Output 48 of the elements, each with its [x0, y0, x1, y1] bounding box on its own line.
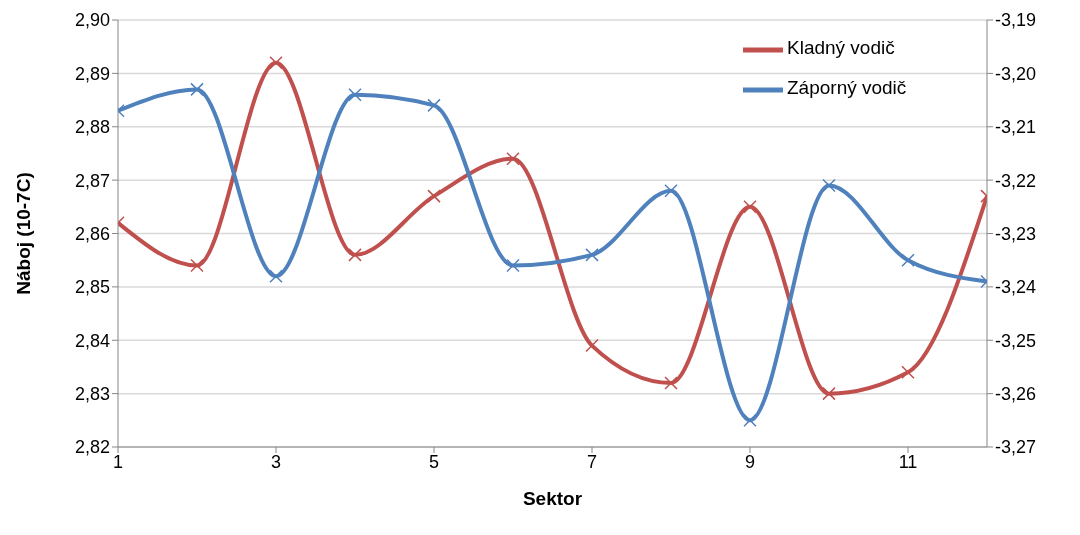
- y-tick-label: 2,88: [74, 117, 110, 138]
- y-tick-label: 2,86: [74, 223, 110, 244]
- x-tick-label: 11: [898, 451, 918, 472]
- x-tick-label: 9: [744, 451, 756, 472]
- y2-tick-label: -3,22: [995, 170, 1037, 191]
- point: [901, 365, 915, 380]
- x-tick-label: 7: [586, 451, 598, 472]
- y-tick-label: 2,83: [74, 384, 110, 405]
- y2-tick-label: -3,20: [995, 63, 1037, 84]
- legend-label: Kladný vodič: [787, 37, 895, 59]
- y-tick-label: 2,85: [74, 277, 110, 298]
- point: [506, 152, 520, 166]
- y2-tick-label: -3,23: [995, 223, 1037, 244]
- y2-tick-label: -3,19: [995, 10, 1037, 31]
- x-axis-title: Sektor: [522, 488, 583, 509]
- point: [269, 269, 283, 283]
- y2-tick-label: -3,27: [995, 437, 1037, 458]
- point: [664, 376, 678, 390]
- y2-tick-label: -3,21: [995, 117, 1037, 138]
- point: [269, 55, 283, 70]
- point: [901, 253, 915, 267]
- x-tick-label: 3: [270, 451, 282, 472]
- point: [427, 98, 441, 113]
- legend-label: Záporný vodič: [787, 77, 907, 99]
- point: [190, 258, 204, 273]
- point: [585, 338, 599, 353]
- y-tick-label: 2,87: [74, 170, 110, 191]
- point: [348, 248, 362, 262]
- point: [427, 189, 441, 203]
- x-tick-label: 5: [428, 451, 440, 472]
- x-tick-label: 1: [112, 451, 124, 472]
- y2-tick-label: -3,24: [995, 277, 1037, 298]
- point: [348, 87, 362, 102]
- y-axis-title: Náboj (10-7C): [12, 172, 34, 295]
- y-tick-label: 2,90: [74, 10, 110, 31]
- y-tick-label: 2,89: [74, 63, 110, 84]
- point: [743, 200, 757, 214]
- point: [585, 248, 599, 262]
- y2-tick-label: -3,26: [995, 384, 1037, 405]
- point: [190, 82, 204, 97]
- point: [664, 184, 678, 198]
- y-tick-label: 2,82: [74, 437, 110, 458]
- point: [743, 413, 757, 428]
- point: [506, 258, 520, 273]
- y-tick-label: 2,84: [74, 330, 110, 351]
- point: [822, 386, 836, 401]
- y2-tick-label: -3,25: [995, 330, 1037, 351]
- point: [822, 178, 836, 193]
